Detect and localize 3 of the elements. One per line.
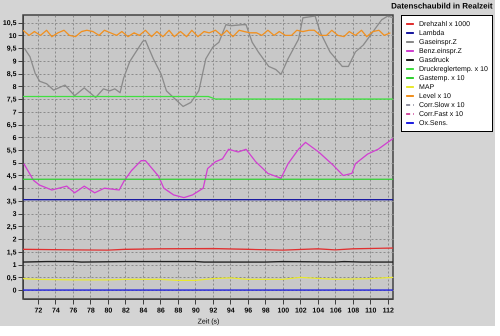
- text: Datenschaubild in Realzeit: [391, 2, 493, 10]
- line-series: [23, 30, 392, 38]
- line-series: [23, 138, 393, 198]
